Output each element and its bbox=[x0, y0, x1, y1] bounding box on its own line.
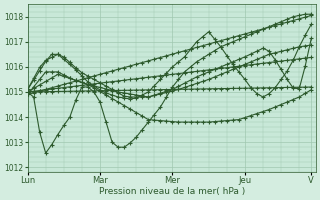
X-axis label: Pression niveau de la mer( hPa ): Pression niveau de la mer( hPa ) bbox=[99, 187, 245, 196]
